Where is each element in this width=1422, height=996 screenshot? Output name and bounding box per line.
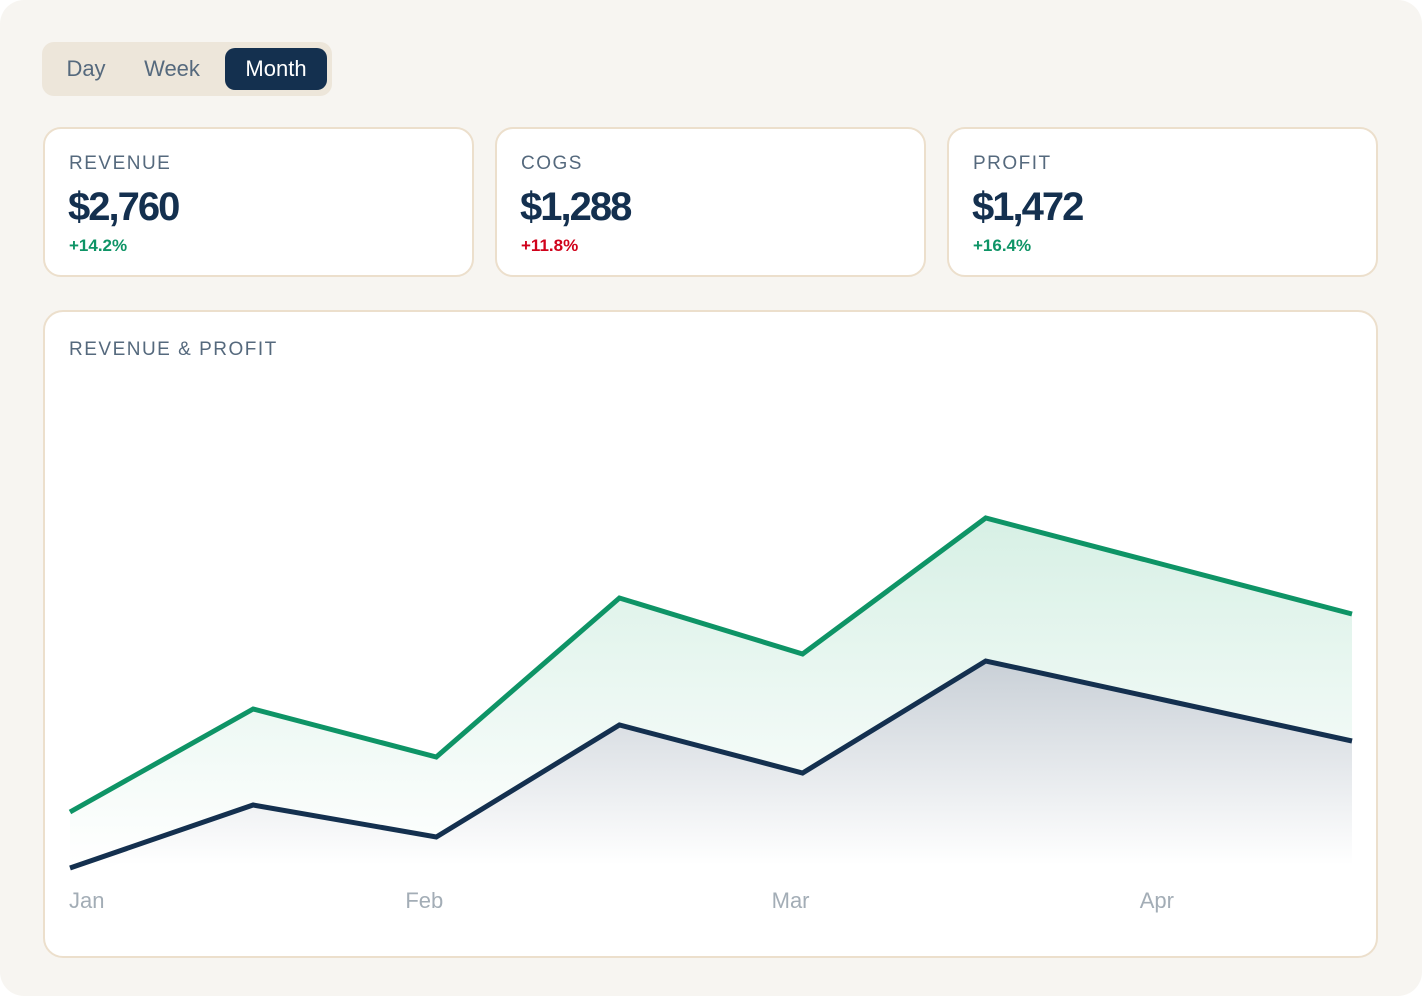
kpi-card: COGS $1,288 +11.8% [495,127,926,277]
x-tick-label: Apr [1140,888,1174,913]
period-tabs: Day Week Month [42,42,332,96]
kpi-value: $2,760 [68,185,180,229]
kpi-change: +11.8% [521,236,579,255]
line [69,658,1353,871]
area [70,661,1352,868]
kpi-card: REVENUE $2,760 +14.2% [43,127,474,277]
tab[interactable]: Month [225,48,327,90]
x-tick-label: Feb [405,888,443,913]
kpi-change: +16.4% [973,236,1032,255]
tab[interactable]: Week [144,56,200,81]
kpi-value: $1,472 [972,185,1084,229]
kpi-label: REVENUE [69,153,172,174]
kpi-label: PROFIT [973,153,1052,174]
tab[interactable]: Day [66,56,106,81]
x-tick-label: Mar [772,888,810,913]
kpi-label: COGS [521,153,583,174]
kpi-card: PROFIT $1,472 +16.4% [947,127,1378,277]
kpi-change: +14.2% [69,236,128,255]
kpi-value: $1,288 [520,185,632,229]
x-tick-label: Jan [69,888,104,913]
chart-title: REVENUE & PROFIT [69,339,278,360]
line [68,515,1353,815]
